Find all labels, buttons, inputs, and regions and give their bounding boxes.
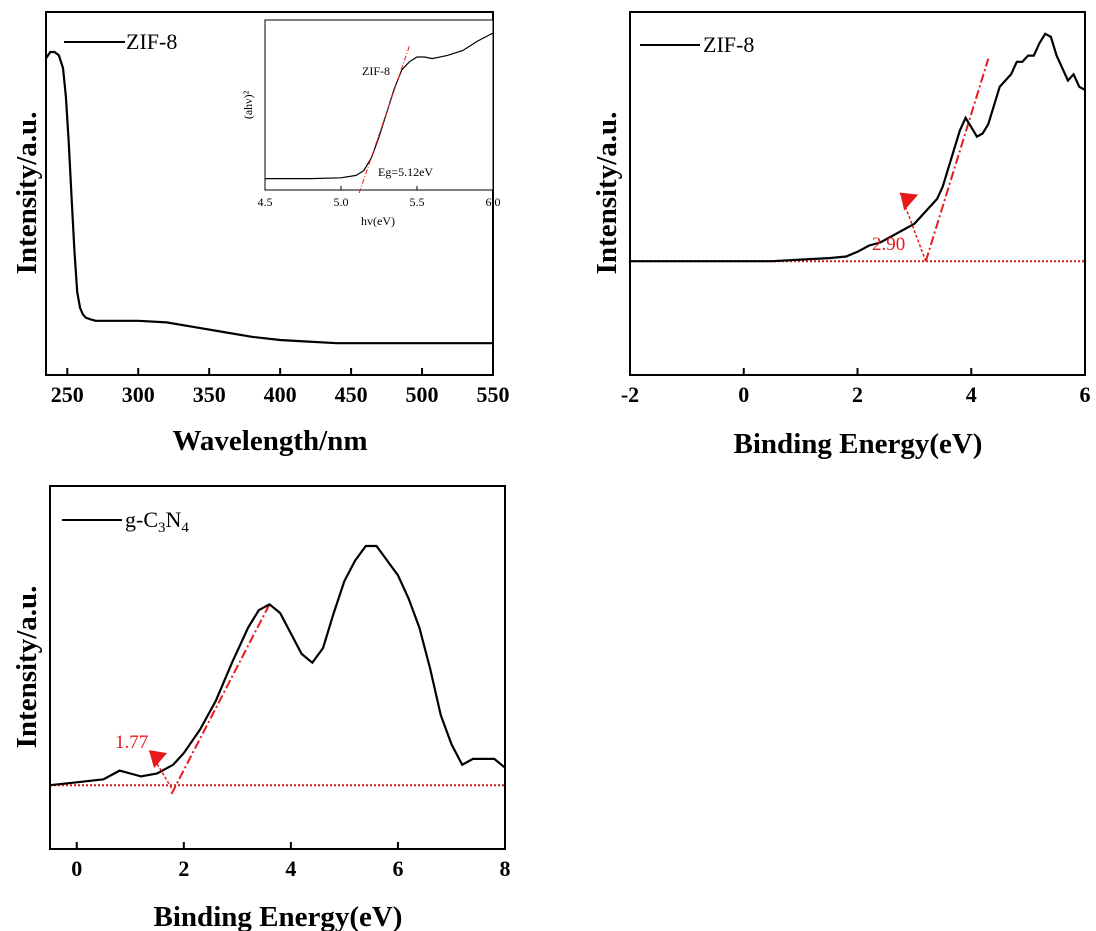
vb2-legend-label: g-C3N4 bbox=[125, 507, 189, 536]
vb1-plot-area bbox=[630, 32, 1086, 263]
vb2-tick-label: 8 bbox=[500, 856, 511, 881]
uv-tick-label: 450 bbox=[335, 382, 368, 407]
vb2-tick-label: 4 bbox=[285, 856, 296, 881]
uv-inset-ylabel: (ahν)² bbox=[241, 90, 255, 119]
vb1-x-ticks: -2 0 2 4 6 bbox=[621, 368, 1091, 407]
uv-inset-x-ticks: 4.5 5.0 5.5 6.0 bbox=[258, 186, 501, 209]
uv-inset-tick-label: 4.5 bbox=[258, 195, 273, 209]
uv-inset-frame bbox=[264, 19, 494, 191]
vb2-plot-area bbox=[49, 544, 506, 795]
vb2-frame bbox=[49, 485, 506, 850]
vb1-fit-line bbox=[924, 58, 990, 262]
uv-xlabel: Wavelength/nm bbox=[173, 425, 368, 457]
vb1-annotation: 2.90 bbox=[872, 234, 905, 255]
uv-ylabel: Intensity/a.u. bbox=[11, 112, 43, 275]
vb1-ylabel: Intensity/a.u. bbox=[591, 112, 623, 275]
uv-tick-label: 500 bbox=[406, 382, 439, 407]
uv-inset-tick-label: 6.0 bbox=[486, 195, 501, 209]
uv-inset-tick-label: 5.0 bbox=[334, 195, 349, 209]
panel-uv: 250 300 350 400 450 500 550 ZIF-8 Wavelength/n… bbox=[11, 11, 510, 457]
vb2-tick-label: 6 bbox=[392, 856, 403, 881]
uv-inset-annotation: Eg=5.12eV bbox=[378, 165, 433, 179]
uv-tick-label: 250 bbox=[51, 382, 84, 407]
uv-inset-tick-label: 5.5 bbox=[410, 195, 425, 209]
uv-inset-plot-area bbox=[265, 32, 494, 194]
uv-tick-label: 350 bbox=[193, 382, 226, 407]
vb1-xlabel: Binding Energy(eV) bbox=[734, 428, 983, 460]
vb1-tick-label: 4 bbox=[966, 382, 977, 407]
vb2-tick-label: 0 bbox=[71, 856, 82, 881]
uv-legend-label: ZIF-8 bbox=[126, 29, 177, 54]
vb2-fit-line bbox=[170, 603, 271, 795]
vb2-xlabel: Binding Energy(eV) bbox=[154, 901, 403, 931]
uv-tick-label: 550 bbox=[477, 382, 510, 407]
vb1-tick-label: -2 bbox=[621, 382, 639, 407]
vb1-tick-label: 0 bbox=[738, 382, 749, 407]
panel-vb-gcn: 0 2 4 6 8 g-C3N4 1.77 Binding Energy(eV) Int… bbox=[11, 485, 511, 931]
uv-x-ticks: 250 300 350 400 450 500 550 bbox=[51, 368, 510, 407]
vb2-x-ticks: 0 2 4 6 8 bbox=[71, 842, 511, 881]
uv-inset-series-label: ZIF-8 bbox=[362, 64, 390, 78]
vb1-tick-label: 2 bbox=[852, 382, 863, 407]
uv-inset-xlabel: hv(eV) bbox=[361, 214, 395, 228]
uv-series-line bbox=[45, 50, 493, 345]
uv-tick-label: 300 bbox=[122, 382, 155, 407]
vb1-series-line bbox=[630, 32, 1086, 263]
vb1-frame bbox=[629, 11, 1086, 376]
vb2-annotation: 1.77 bbox=[115, 732, 148, 753]
uv-frame bbox=[45, 11, 494, 376]
vb1-tick-label: 6 bbox=[1080, 382, 1091, 407]
vb1-arrow-head bbox=[900, 192, 919, 211]
uv-tick-label: 400 bbox=[264, 382, 297, 407]
vb1-legend-label: ZIF-8 bbox=[703, 32, 754, 57]
vb2-tick-label: 2 bbox=[178, 856, 189, 881]
uv-inset: 4.5 5.0 5.5 6.0 ZIF-8 Eg=5.12eV hv(eV) (ahν… bbox=[241, 19, 501, 228]
panel-vb-zif8: -2 0 2 4 6 ZIF-8 2.90 Binding Energy(eV) Int… bbox=[591, 11, 1091, 460]
vb2-arrow-head bbox=[149, 750, 168, 769]
vb2-ylabel: Intensity/a.u. bbox=[11, 586, 43, 749]
vb2-series-line bbox=[49, 544, 506, 787]
uv-inset-fit-line bbox=[358, 45, 410, 194]
uv-plot-area bbox=[45, 50, 493, 345]
